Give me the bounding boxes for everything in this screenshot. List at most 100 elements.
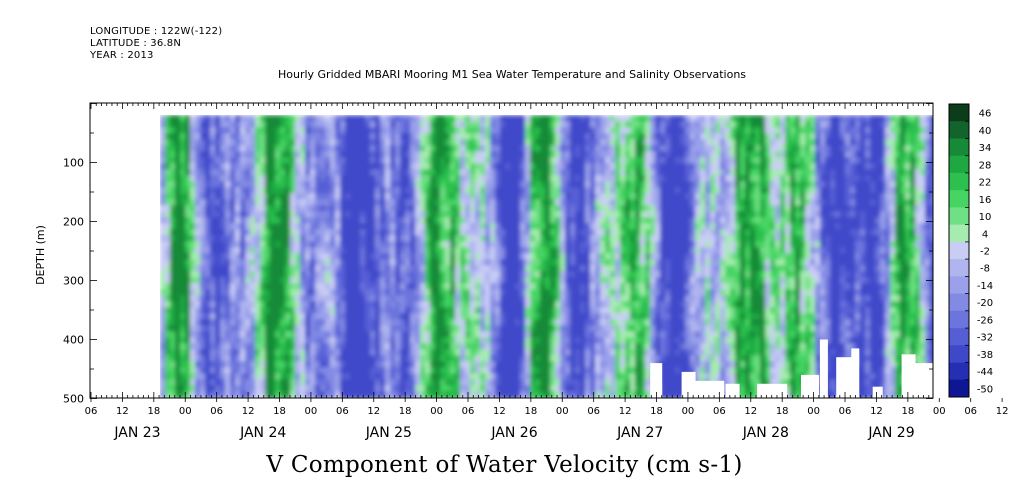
velocity-cell <box>270 187 277 195</box>
velocity-cell <box>610 361 617 369</box>
velocity-cell <box>380 193 387 201</box>
velocity-cell <box>215 325 222 333</box>
velocity-cell <box>335 157 342 165</box>
velocity-cell <box>430 313 437 321</box>
velocity-cell <box>340 127 347 135</box>
velocity-cell <box>500 385 507 393</box>
velocity-cell <box>220 355 227 363</box>
velocity-cell <box>350 277 357 285</box>
velocity-cell <box>405 133 412 141</box>
velocity-cell <box>520 313 527 321</box>
velocity-cell <box>425 175 432 183</box>
velocity-cell <box>590 313 597 321</box>
velocity-cell <box>435 235 442 243</box>
velocity-cell <box>360 349 367 357</box>
velocity-cell <box>515 193 522 201</box>
velocity-cell <box>280 295 287 303</box>
velocity-cell <box>165 163 172 171</box>
velocity-cell <box>485 211 492 219</box>
velocity-cell <box>290 319 297 327</box>
velocity-cell <box>380 163 387 171</box>
velocity-cell <box>415 199 422 207</box>
velocity-cell <box>225 307 232 315</box>
velocity-cell <box>355 229 362 237</box>
velocity-cell <box>575 163 582 171</box>
velocity-cell <box>475 151 482 159</box>
velocity-cell <box>615 325 622 333</box>
velocity-cell <box>685 235 692 243</box>
velocity-cell <box>165 367 172 375</box>
velocity-cell <box>455 211 462 219</box>
velocity-cell <box>375 361 382 369</box>
velocity-cell <box>630 325 637 333</box>
velocity-cell <box>205 151 212 159</box>
velocity-cell <box>210 313 217 321</box>
velocity-cell <box>255 391 262 398</box>
velocity-cell <box>620 175 627 183</box>
velocity-cell <box>495 229 502 237</box>
velocity-cell <box>565 247 572 255</box>
velocity-cell <box>665 205 672 213</box>
velocity-cell <box>685 361 692 369</box>
velocity-cell <box>690 127 697 135</box>
velocity-cell <box>255 199 262 207</box>
velocity-cell <box>325 283 332 291</box>
velocity-cell <box>475 121 482 129</box>
velocity-cell <box>585 289 592 297</box>
velocity-cell <box>285 349 292 357</box>
velocity-cell <box>415 157 422 165</box>
velocity-cell <box>315 139 322 147</box>
velocity-cell <box>380 301 387 309</box>
velocity-cell <box>210 253 217 261</box>
velocity-cell <box>455 379 462 387</box>
velocity-cell <box>345 349 352 357</box>
velocity-cell <box>160 385 167 393</box>
velocity-cell <box>240 271 247 279</box>
velocity-cell <box>545 313 552 321</box>
velocity-cell <box>485 349 492 357</box>
velocity-cell <box>500 271 507 279</box>
velocity-cell <box>160 367 167 375</box>
velocity-cell <box>570 391 577 398</box>
velocity-cell <box>535 127 542 135</box>
velocity-cell <box>590 241 597 249</box>
velocity-cell <box>450 313 457 321</box>
velocity-cell <box>585 175 592 183</box>
velocity-cell <box>355 193 362 201</box>
velocity-cell <box>240 163 247 171</box>
velocity-cell <box>200 163 207 171</box>
velocity-cell <box>670 325 677 333</box>
velocity-cell <box>320 205 327 213</box>
velocity-cell <box>405 385 412 393</box>
velocity-cell <box>390 247 397 255</box>
velocity-cell <box>265 283 272 291</box>
velocity-cell <box>200 217 207 225</box>
velocity-cell <box>405 355 412 363</box>
velocity-cell <box>260 385 267 393</box>
velocity-cell <box>665 355 672 363</box>
velocity-cell <box>245 325 252 333</box>
velocity-cell <box>595 235 602 243</box>
velocity-cell <box>630 265 637 273</box>
velocity-cell <box>365 169 372 177</box>
velocity-cell <box>535 199 542 207</box>
velocity-cell <box>330 175 337 183</box>
velocity-cell <box>255 205 262 213</box>
velocity-cell <box>495 331 502 339</box>
velocity-cell <box>335 289 342 297</box>
velocity-cell <box>245 157 252 165</box>
velocity-cell <box>240 307 247 315</box>
velocity-cell <box>235 385 242 393</box>
velocity-cell <box>320 193 327 201</box>
velocity-cell <box>655 235 662 243</box>
velocity-cell <box>450 193 457 201</box>
velocity-cell <box>400 193 407 201</box>
velocity-cell <box>410 253 417 261</box>
velocity-cell <box>530 259 537 267</box>
velocity-cell <box>170 331 177 339</box>
velocity-cell <box>370 151 377 159</box>
velocity-cell <box>475 259 482 267</box>
velocity-cell <box>405 121 412 129</box>
velocity-cell <box>245 163 252 171</box>
velocity-cell <box>520 121 527 129</box>
